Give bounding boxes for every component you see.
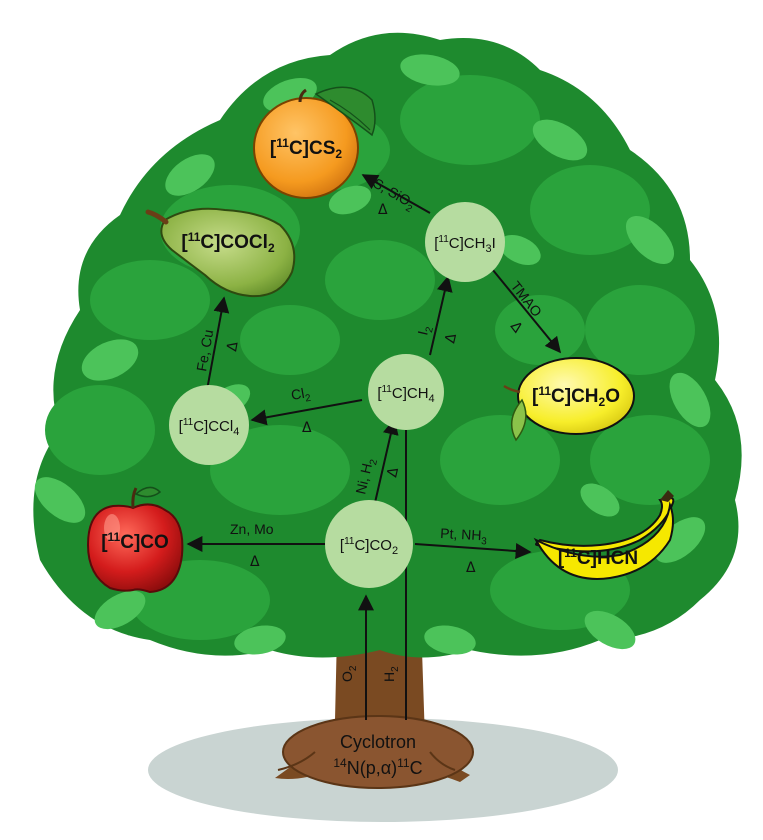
label-zn-mo: Zn, Mo Δ	[230, 521, 274, 570]
svg-text:[11C]CH3I: [11C]CH3I	[434, 234, 496, 255]
svg-text:[11C]COCl2: [11C]COCl2	[181, 230, 275, 255]
svg-text:Δ: Δ	[466, 560, 476, 576]
svg-text:14N(p,α)11C: 14N(p,α)11C	[333, 756, 422, 778]
svg-text:Δ: Δ	[224, 340, 241, 353]
pear-fruit-cocl2: [11C]COCl2	[145, 207, 296, 298]
svg-text:[11C]CH2O: [11C]CH2O	[532, 384, 620, 409]
svg-text:Cl2: Cl2	[290, 384, 312, 407]
arrow-ch3i-to-cs2	[361, 174, 431, 214]
svg-text:Cyclotron: Cyclotron	[340, 732, 416, 752]
arrow-ccl4-to-cocl2	[206, 296, 230, 391]
svg-text:[11C]CCl4: [11C]CCl4	[179, 417, 240, 438]
svg-text:Pt, NH3: Pt, NH3	[440, 525, 488, 547]
svg-text:[11C]CO: [11C]CO	[101, 530, 169, 553]
arrow-ch4-to-ccl4	[250, 399, 363, 426]
label-i2: I2 Δ	[414, 323, 460, 345]
svg-text:Δ: Δ	[442, 332, 460, 345]
apple-fruit-co: [11C]CO	[86, 486, 184, 594]
lemon-fruit-ch2o: [11C]CH2O	[503, 357, 635, 442]
arrow-ch3i-to-ch2o	[487, 263, 562, 354]
svg-text:Δ: Δ	[378, 202, 388, 218]
svg-text:[11C]CH4: [11C]CH4	[377, 384, 434, 405]
label-h2: H2	[381, 666, 401, 682]
label-pt-nh3: Pt, NH3 Δ	[440, 525, 488, 576]
orange-fruit-cs2: [11C]CS2	[253, 86, 376, 199]
arrow-co2-to-ch4	[373, 418, 399, 508]
svg-text:Δ: Δ	[302, 420, 312, 436]
label-o2: O2	[339, 665, 359, 682]
svg-text:I2: I2	[414, 323, 436, 337]
banana-fruit-hcn: [11C]HCN	[533, 490, 675, 580]
svg-text:Ni, H2: Ni, H2	[352, 456, 380, 497]
cyclotron-label: Cyclotron 14N(p,α)11C	[333, 732, 422, 778]
svg-text:[11C]HCN: [11C]HCN	[558, 546, 638, 569]
label-fe-cu: Fe, Cu Δ	[193, 328, 241, 372]
svg-text:Δ: Δ	[250, 554, 260, 570]
arrow-ch4-to-ch3i	[429, 275, 453, 356]
node-co2: [11C]CO2	[325, 500, 413, 588]
label-cl2: Cl2 Δ	[290, 384, 312, 436]
svg-text:Zn, Mo: Zn, Mo	[230, 521, 274, 537]
svg-text:[11C]CS2: [11C]CS2	[270, 136, 342, 161]
svg-text:Δ: Δ	[384, 466, 402, 479]
node-ch4: [11C]CH4	[368, 354, 444, 430]
node-ccl4: [11C]CCl4	[169, 385, 249, 465]
label-ni-h2: Ni, H2 Δ	[352, 456, 402, 497]
svg-text:[11C]CO2: [11C]CO2	[340, 536, 398, 557]
svg-text:Fe, Cu: Fe, Cu	[193, 328, 216, 372]
node-ch3i: [11C]CH3I	[425, 202, 505, 282]
arrow-co2-to-hcn	[414, 543, 532, 559]
